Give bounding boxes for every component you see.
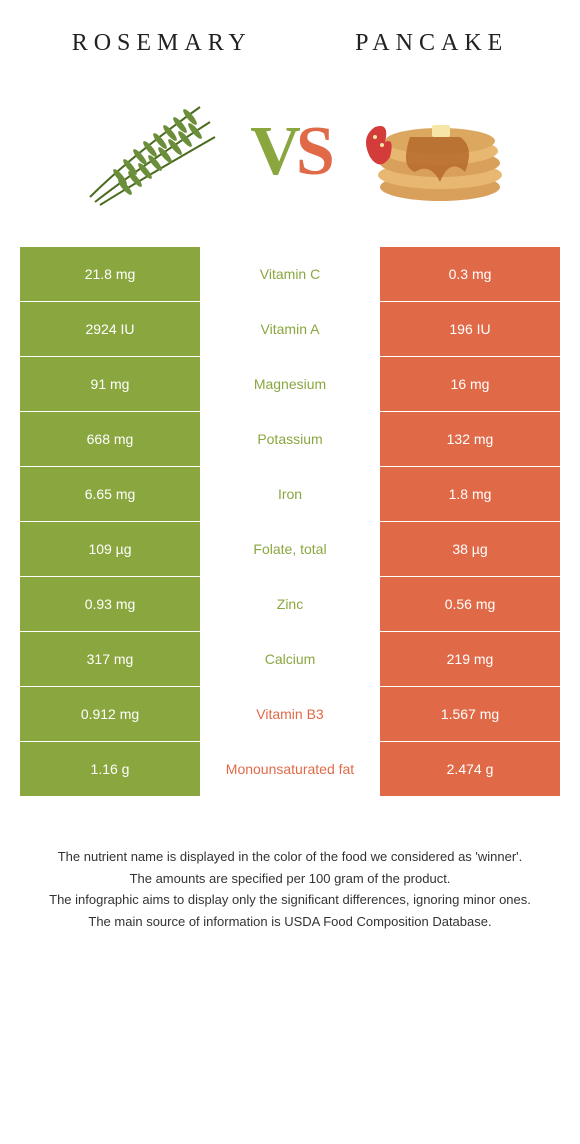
left-value-cell: 2924 IU <box>20 302 200 356</box>
nutrient-row: 668 mgPotassium132 mg <box>20 412 560 467</box>
footer-line-4: The main source of information is USDA F… <box>30 912 550 932</box>
footer-line-2: The amounts are specified per 100 gram o… <box>30 869 550 889</box>
right-value-cell: 1.567 mg <box>380 687 560 741</box>
right-food-title: Pancake <box>355 30 508 57</box>
nutrient-name-cell: Zinc <box>200 577 380 631</box>
right-value-cell: 2.474 g <box>380 742 560 796</box>
nutrient-name-cell: Vitamin B3 <box>200 687 380 741</box>
nutrient-row: 0.93 mgZinc0.56 mg <box>20 577 560 632</box>
images-row: VS <box>0 77 580 247</box>
vs-label: VS <box>250 112 330 192</box>
left-value-cell: 317 mg <box>20 632 200 686</box>
right-value-cell: 0.3 mg <box>380 247 560 301</box>
left-value-cell: 21.8 mg <box>20 247 200 301</box>
left-value-cell: 1.16 g <box>20 742 200 796</box>
nutrient-name-cell: Vitamin C <box>200 247 380 301</box>
right-value-cell: 38 µg <box>380 522 560 576</box>
nutrient-row: 109 µgFolate, total38 µg <box>20 522 560 577</box>
left-value-cell: 0.912 mg <box>20 687 200 741</box>
left-value-cell: 668 mg <box>20 412 200 466</box>
nutrient-row: 6.65 mgIron1.8 mg <box>20 467 560 522</box>
nutrient-name-cell: Vitamin A <box>200 302 380 356</box>
nutrient-name-cell: Monounsaturated fat <box>200 742 380 796</box>
right-value-cell: 0.56 mg <box>380 577 560 631</box>
footer-line-1: The nutrient name is displayed in the co… <box>30 847 550 867</box>
nutrient-row: 0.912 mgVitamin B31.567 mg <box>20 687 560 742</box>
nutrient-row: 2924 IUVitamin A196 IU <box>20 302 560 357</box>
nutrient-row: 21.8 mgVitamin C0.3 mg <box>20 247 560 302</box>
nutrient-table: 21.8 mgVitamin C0.3 mg2924 IUVitamin A19… <box>20 247 560 797</box>
nutrient-name-cell: Magnesium <box>200 357 380 411</box>
left-food-title: Rosemary <box>72 30 252 57</box>
rosemary-image <box>70 87 240 217</box>
nutrient-row: 91 mgMagnesium16 mg <box>20 357 560 412</box>
right-value-cell: 132 mg <box>380 412 560 466</box>
left-value-cell: 91 mg <box>20 357 200 411</box>
right-value-cell: 16 mg <box>380 357 560 411</box>
nutrient-name-cell: Folate, total <box>200 522 380 576</box>
nutrient-row: 317 mgCalcium219 mg <box>20 632 560 687</box>
left-value-cell: 109 µg <box>20 522 200 576</box>
header-row: Rosemary Pancake <box>0 0 580 77</box>
left-value-cell: 0.93 mg <box>20 577 200 631</box>
vs-v-letter: V <box>250 113 296 190</box>
footer-notes: The nutrient name is displayed in the co… <box>0 797 580 953</box>
right-value-cell: 196 IU <box>380 302 560 356</box>
right-value-cell: 219 mg <box>380 632 560 686</box>
right-value-cell: 1.8 mg <box>380 467 560 521</box>
nutrient-row: 1.16 gMonounsaturated fat2.474 g <box>20 742 560 797</box>
pancake-image <box>340 87 510 217</box>
footer-line-3: The infographic aims to display only the… <box>30 890 550 910</box>
nutrient-name-cell: Calcium <box>200 632 380 686</box>
nutrient-name-cell: Potassium <box>200 412 380 466</box>
vs-s-letter: S <box>296 113 330 190</box>
nutrient-name-cell: Iron <box>200 467 380 521</box>
left-value-cell: 6.65 mg <box>20 467 200 521</box>
